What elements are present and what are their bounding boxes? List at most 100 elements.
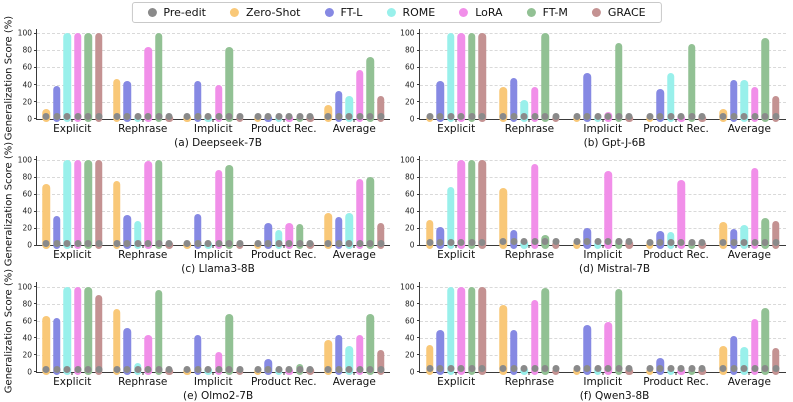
bar-zero-shot [499,304,507,376]
pre-edit-dot [285,240,293,248]
x-tick-label: Average [727,375,771,388]
pre-edit-dot [296,240,303,248]
pre-edit-dot [84,240,92,248]
x-tick-mark [212,118,214,122]
pre-edit-dot [447,365,455,373]
bar-ft-l [52,318,61,376]
bar-zero-shot [42,316,50,376]
pre-edit-dot [356,112,363,120]
bar-ft-l [334,217,343,249]
gridline [37,194,390,196]
bar-ft-m [468,286,476,376]
y-tick-label: 80 [22,172,32,182]
pre-edit-dot [583,365,591,373]
bar-grace [478,159,487,249]
bar-lora [73,286,82,376]
x-tick-mark [602,118,604,122]
pre-edit-dot [84,112,92,120]
x-tick-label: Implicit [583,375,623,388]
y-tick-label: 0 [27,367,32,377]
pre-edit-dot [285,112,293,120]
gridline [419,159,786,161]
y-tick-label: 100 [17,155,32,165]
pre-edit-dot [74,240,81,248]
bar-ft-l [509,77,518,123]
y-tick-mark [416,193,420,195]
pre-edit-dot [761,239,769,247]
legend-label: LoRA [475,6,503,19]
y-tick-label: 100 [400,28,415,38]
bar-lora [214,351,223,376]
bar-ft-m [225,165,233,249]
pre-edit-dot [541,238,549,246]
bar-lora [355,335,364,376]
bar-lora [355,178,364,249]
pre-edit-dot [740,112,748,120]
bar-ft-l [334,335,343,376]
y-tick-label: 100 [400,281,415,291]
bar-ft-m [614,42,623,123]
bar-lora [530,164,539,249]
pre-edit-dot [594,238,601,246]
bar-grace [478,286,487,376]
pre-edit-dot [520,112,528,120]
pre-edit-dot [499,365,507,373]
gridline [37,159,390,161]
pre-edit-dot [436,112,444,120]
pre-edit-dot [113,240,120,248]
y-tick-label: 0 [27,113,32,123]
legend-item-pre-edit: Pre-edit [147,6,206,19]
bar-lora [604,321,612,376]
gridline [419,50,786,52]
x-tick-mark [71,371,73,375]
pre-edit-dot [324,112,332,120]
y-tick-mark [34,210,37,212]
bar-ft-m [84,286,92,376]
gridline [419,211,786,213]
legend-item-ft-m: FT-M [526,6,568,19]
bar-ft-l [729,229,738,249]
y-tick-mark [34,320,37,322]
pre-edit-dot [615,112,622,120]
bar-ft-l [193,213,202,249]
subplot--a-deepseek-7b: Generalization Score (%) 0 20 40 60 80 100 Expl… [0,16,397,149]
pre-edit-dot [573,238,580,246]
pre-edit-dot [594,112,601,120]
plot-area: 0 20 40 60 80 100 Explicit Rephrase Implicit Prod… [18,282,390,388]
y-tick-mark [34,286,37,288]
bar-grace [376,95,385,123]
pre-edit-dot [499,112,507,120]
pre-edit-dot [719,112,727,120]
bar-rome [740,80,748,123]
gridline [37,337,390,339]
pre-edit-dot [275,240,282,248]
bar-ft-l [123,214,131,249]
gridline [37,101,390,103]
pre-edit-dot [478,365,486,373]
pre-edit-dot [457,112,465,120]
y-tick-label: 80 [22,45,32,55]
x-tick-mark [71,118,73,122]
bar-rome [447,187,455,249]
bar-ft-l [656,88,665,123]
y-tick-label: 60 [404,189,415,199]
bar-ft-m [366,57,374,123]
y-tick-label: 100 [17,28,32,38]
x-tick-label: Rephrase [504,122,555,135]
bar-lora [457,159,466,249]
bar-rome [667,73,675,123]
plot-area: 0 20 40 60 80 100 Explicit Rephrase Implicit Prod… [400,282,786,388]
y-tick-mark [416,101,420,103]
x-tick-mark [528,371,530,375]
pre-edit-dot [677,112,685,120]
y-tick-mark [416,303,420,305]
pre-edit-dot [366,112,374,120]
gridline [419,286,786,288]
bar-zero-shot [112,78,121,123]
bar-rome [740,347,748,376]
legend-label: Pre-edit [163,6,206,19]
y-tick-mark [416,84,420,85]
x-tick-label: Product Rec. [643,375,709,388]
y-tick-label: 100 [17,281,32,291]
pre-edit-dot [646,239,654,247]
